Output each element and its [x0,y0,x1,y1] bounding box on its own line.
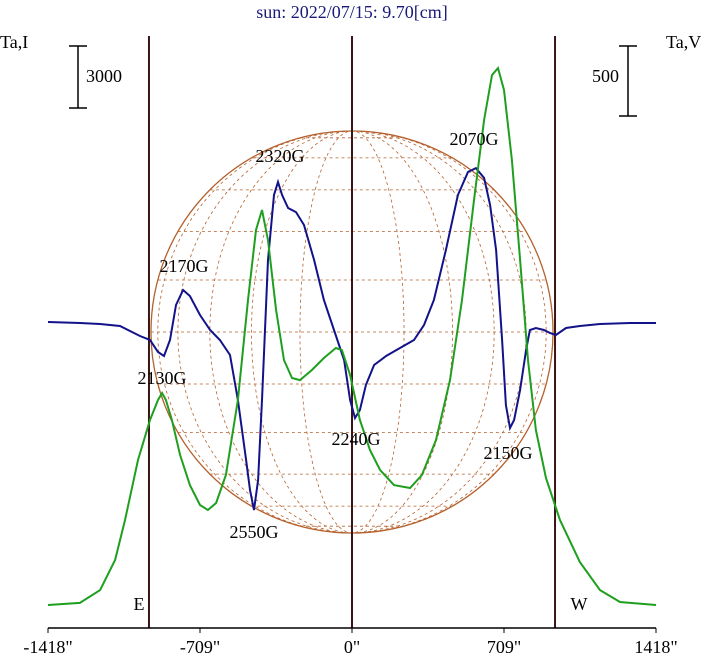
field-annotation: 2150G [484,443,533,463]
scale-bar-label: 3000 [86,66,122,86]
limb-label: E [133,594,144,614]
field-annotation: 2170G [160,256,209,276]
x-tick-label: 1418" [634,637,677,657]
field-annotation: 2130G [138,368,187,388]
field-annotation: 2240G [332,429,381,449]
scan-curve [47,166,656,511]
field-annotation: 2070G [450,129,499,149]
x-tick-label: 709" [487,637,521,657]
x-tick-label: -1418" [23,637,72,657]
scale-bar-label: 500 [592,66,619,86]
limb-label: W [571,594,588,614]
y2-axis-label: Ta,V [666,32,701,52]
field-annotation: 2550G [230,522,279,542]
field-annotation: 2320G [256,146,305,166]
x-tick-label: -709" [180,637,220,657]
y-axis-label: Ta,I [0,32,28,52]
scan-curve [47,66,657,606]
x-tick-label: 0" [344,637,360,657]
chart-title: sun: 2022/07/15: 9.70[cm] [256,2,448,22]
